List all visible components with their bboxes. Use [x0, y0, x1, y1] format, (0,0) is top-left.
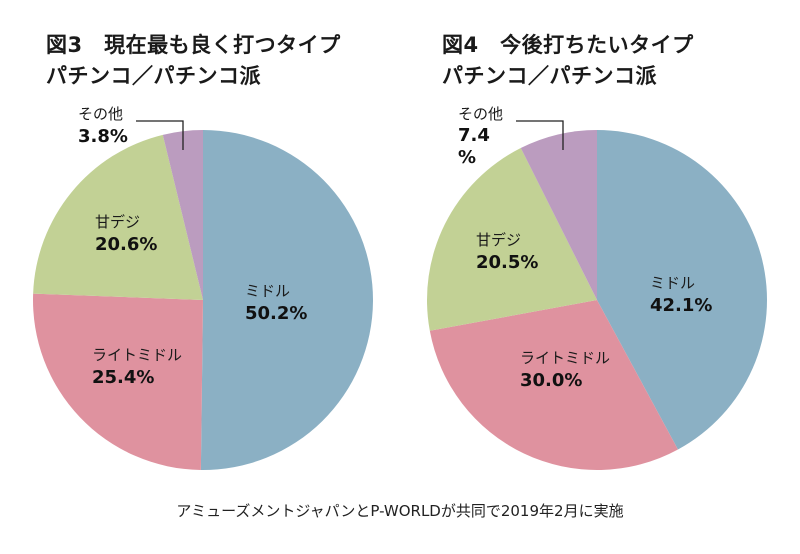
leader-line: [516, 120, 564, 150]
pie-slice: [429, 300, 678, 470]
slice-label: その他: [78, 105, 123, 123]
chart-1-title: 図3 現在最も良く打つタイプ: [46, 33, 341, 57]
footnote: アミューズメントジャパンとP-WORLDが共同で2019年2月に実施: [176, 502, 624, 520]
chart-2-subtitle: パチンコ／パチンコ派: [442, 64, 657, 88]
pie-slice: [33, 134, 203, 300]
pie-slice: [520, 130, 597, 300]
pie-slice: [200, 130, 373, 470]
slice-value: %: [458, 147, 476, 168]
slice-label: ミドル: [245, 282, 290, 300]
slice-value: 50.2%: [245, 303, 307, 324]
chart-1-title-block: 図3 現在最も良く打つタイプ パチンコ／パチンコ派: [46, 30, 341, 92]
pie-slice: [33, 293, 203, 470]
slice-value: 20.6%: [95, 234, 157, 255]
slice-label: その他: [458, 105, 503, 123]
slice-label: 甘デジ: [476, 231, 521, 249]
pie-slice: [426, 148, 597, 331]
pie-slice: [162, 130, 203, 300]
slice-value: 25.4%: [92, 367, 154, 388]
pie-slice: [597, 130, 767, 450]
slice-value: 42.1%: [650, 295, 712, 316]
leader-line: [136, 120, 184, 150]
slice-label: ミドル: [650, 274, 695, 292]
pie-chart-1: ミドル 50.2% ライトミドル 25.4% 甘デジ 20.6% その他 3.8%: [33, 105, 373, 470]
slice-label: ライトミドル: [92, 346, 182, 364]
slice-label: ライトミドル: [520, 349, 610, 367]
pie-chart-2: ミドル 42.1% ライトミドル 30.0% 甘デジ 20.5% その他 7.4%: [426, 105, 767, 470]
slice-value: 7.4: [458, 125, 490, 146]
slice-label: 甘デジ: [95, 213, 140, 231]
chart-2-title: 図4 今後打ちたいタイプ: [442, 33, 694, 57]
slice-value: 20.5%: [476, 252, 538, 273]
slice-value: 3.8%: [78, 126, 128, 147]
slice-value: 30.0%: [520, 370, 582, 391]
chart-1-subtitle: パチンコ／パチンコ派: [46, 64, 261, 88]
chart-2-title-block: 図4 今後打ちたいタイプ パチンコ／パチンコ派: [442, 30, 694, 92]
